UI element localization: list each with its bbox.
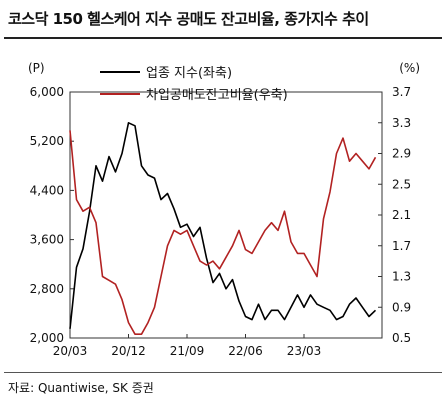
- x-tick-label: 23/03: [287, 344, 322, 358]
- left-tick-label: 3,600: [30, 233, 64, 247]
- legend-label: 차입공매도잔고비율(우축): [146, 88, 288, 103]
- x-tick-label: 20/03: [53, 344, 88, 358]
- plot-frame: [69, 91, 383, 339]
- left-tick-label: 6,000: [30, 85, 64, 99]
- right-tick-label: 2.1: [392, 208, 411, 222]
- left-tick-label: 4,400: [30, 183, 64, 197]
- source-note: 자료: Quantiwise, SK 증권: [8, 381, 154, 395]
- right-tick-label: 1.7: [392, 239, 411, 253]
- left-axis-labels: 2,000 2,800 3,600 4,400 5,200 6,000 (P): [28, 61, 64, 345]
- chart-title: 코스닥 150 헬스케어 지수 공매도 잔고비율, 종가지수 추이: [8, 10, 369, 28]
- left-tick-label: 5,200: [30, 134, 64, 148]
- right-tick-label: 2.5: [392, 177, 411, 191]
- x-tick-label: 21/09: [170, 344, 205, 358]
- right-tick-label: 0.9: [392, 300, 411, 314]
- right-tick-label: 0.5: [392, 331, 411, 345]
- left-axis-unit: (P): [28, 61, 45, 75]
- x-tick-label: 20/12: [111, 344, 146, 358]
- x-axis-labels: 20/03 20/12 21/09 22/06 23/03: [53, 344, 322, 358]
- right-axis-labels: 0.5 0.9 1.3 1.7 2.1 2.5 2.9 3.3 3.7 (%): [392, 61, 420, 345]
- left-tick-label: 2,800: [30, 282, 64, 296]
- plot-area-border: [69, 91, 383, 339]
- right-tick-label: 2.9: [392, 147, 411, 161]
- left-tick-label: 2,000: [30, 331, 64, 345]
- series-line-short-ratio: [69, 130, 377, 335]
- right-axis-unit: (%): [399, 61, 420, 75]
- legend-label: 업종 지수(좌축): [146, 66, 232, 81]
- chart: 2,000 2,800 3,600 4,400 5,200 6,000 (P) 0.5 0.9…: [28, 61, 420, 358]
- footer-rule: [4, 372, 442, 373]
- right-tick-label: 3.7: [392, 85, 411, 99]
- series-lines: [69, 122, 377, 335]
- x-tick-label: 22/06: [228, 344, 263, 358]
- series-line-index: [69, 122, 377, 329]
- right-tick-label: 1.3: [392, 270, 411, 284]
- title-rule: [4, 37, 442, 39]
- right-tick-label: 3.3: [392, 116, 411, 130]
- axis-ticks: [69, 91, 382, 339]
- legend: 업종 지수(좌축) 차입공매도잔고비율(우축): [100, 66, 288, 103]
